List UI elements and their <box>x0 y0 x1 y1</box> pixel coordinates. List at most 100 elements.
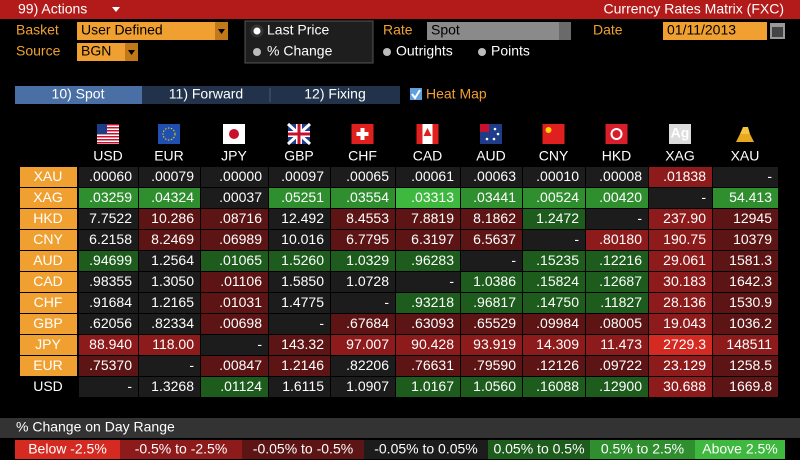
tab-selected[interactable] <box>15 86 142 104</box>
rate-cell <box>269 167 330 187</box>
rate-cell <box>139 272 200 292</box>
rate-value: .63093 <box>411 315 454 331</box>
rate-cell <box>649 314 712 334</box>
rate-value: 118.00 <box>152 336 194 352</box>
flag-part <box>158 124 180 144</box>
rate-value: 1.0728 <box>346 273 389 289</box>
legend-label: -0.05% to 0.05% <box>374 441 478 457</box>
row-label: CNY <box>33 231 63 247</box>
row-label: EUR <box>33 357 63 373</box>
tab-label[interactable]: 10) Spot <box>52 86 105 102</box>
rate-option[interactable]: Outrights <box>396 43 453 59</box>
rate-label: Rate <box>383 22 413 38</box>
rate-cell <box>201 314 268 334</box>
rate-value: 10.286 <box>151 210 194 226</box>
row-label: JPY <box>35 336 61 352</box>
rate-cell <box>523 335 585 355</box>
flag-part <box>97 124 107 134</box>
rate-cell <box>79 272 138 292</box>
rate-cell <box>396 314 460 334</box>
rate-cell <box>713 335 778 355</box>
flag-part <box>97 124 119 126</box>
rate-cell <box>461 377 522 397</box>
price-option[interactable]: Last Price <box>267 22 329 38</box>
rate-cell <box>713 167 778 187</box>
source-value[interactable]: BGN <box>81 43 111 59</box>
rate-value[interactable]: Spot <box>431 22 460 38</box>
rate-value: .08716 <box>219 210 262 226</box>
rate-cell <box>331 335 395 355</box>
rate-value: 1.0386 <box>473 273 516 289</box>
rate-value: .75370 <box>89 357 132 373</box>
rate-value: .00097 <box>281 168 324 184</box>
rate-value: 11.473 <box>600 336 642 352</box>
radio[interactable] <box>478 48 486 56</box>
rate-cell <box>461 335 522 355</box>
price-option[interactable]: % Change <box>267 43 333 59</box>
radio[interactable] <box>253 48 261 56</box>
rate-value: 1.6115 <box>282 378 324 394</box>
rate-cell <box>713 209 778 229</box>
legend-swatch <box>15 440 120 459</box>
date-field[interactable] <box>663 22 767 40</box>
basket-field[interactable] <box>77 22 215 40</box>
rate-value: 30.183 <box>663 273 706 289</box>
rate-value: 8.1862 <box>473 210 516 226</box>
heat-map-label[interactable]: Heat Map <box>426 86 487 102</box>
date-label: Date <box>593 22 623 38</box>
rate-value: 6.7795 <box>346 231 389 247</box>
flag-part <box>736 134 754 142</box>
rate-value: .15235 <box>536 252 579 268</box>
rate-value: 10379 <box>733 231 772 247</box>
tab-label[interactable]: 11) Forward <box>169 86 243 102</box>
rate-field[interactable] <box>427 22 559 40</box>
radio-selected[interactable] <box>250 24 264 38</box>
rate-cell <box>461 188 522 208</box>
tab-label[interactable]: 12) Fixing <box>304 86 365 102</box>
rate-cell <box>713 314 778 334</box>
source-field[interactable] <box>77 43 125 61</box>
rate-cell <box>461 293 522 313</box>
rate-dropdown[interactable] <box>559 22 571 40</box>
rate-cell <box>649 272 712 292</box>
rate-value: .00000 <box>219 168 262 184</box>
rate-value: 7.7522 <box>89 210 132 226</box>
date-value[interactable]: 01/11/2013 <box>667 22 736 38</box>
rate-value: 1258.5 <box>729 357 772 373</box>
rate-cell <box>396 293 460 313</box>
rate-cell <box>269 356 330 376</box>
rate-value: - <box>511 252 516 268</box>
rate-cell <box>269 335 330 355</box>
rate-cell <box>713 377 778 397</box>
rate-value: .01031 <box>219 294 262 310</box>
rate-value: 10.016 <box>281 231 324 247</box>
rate-cell <box>201 356 268 376</box>
flag-part <box>288 132 310 136</box>
basket-value[interactable]: User Defined <box>81 22 163 38</box>
flag-part <box>97 142 119 144</box>
rate-cell <box>269 314 330 334</box>
rate-value: 19.043 <box>663 315 706 331</box>
legend-label: 0.05% to 0.5% <box>493 441 584 457</box>
rate-cell <box>586 167 648 187</box>
row-label: HKD <box>33 210 63 226</box>
rate-cell <box>79 188 138 208</box>
rate-cell <box>523 356 585 376</box>
flag-part <box>356 132 369 136</box>
legend-label: Above 2.5% <box>702 441 778 457</box>
rate-value: 1.2146 <box>281 357 324 373</box>
rate-cell <box>269 188 330 208</box>
rate-cell <box>396 377 460 397</box>
actions-menu[interactable]: 99) Actions <box>18 1 87 17</box>
rate-cell <box>461 314 522 334</box>
rate-value: 8.4553 <box>346 210 389 226</box>
rate-cell <box>139 377 200 397</box>
rate-value: 54.413 <box>729 189 772 205</box>
rate-value: .82206 <box>346 357 389 373</box>
rate-value: .01124 <box>220 378 262 394</box>
rate-cell <box>201 209 268 229</box>
radio[interactable] <box>383 48 391 56</box>
rate-value: 143.32 <box>281 336 324 352</box>
rate-option[interactable]: Points <box>491 43 530 59</box>
rate-cell <box>523 293 585 313</box>
